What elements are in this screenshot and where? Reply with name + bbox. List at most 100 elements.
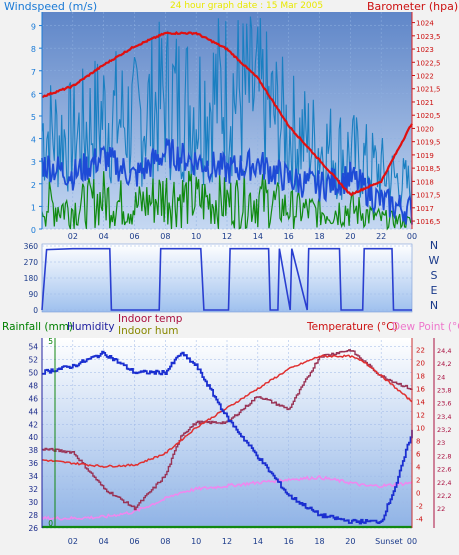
rainfall-title: Rainfall (mm) [2,321,73,333]
barometer-series [41,31,413,197]
x-tick-label: 10 [191,232,201,241]
humidity-tick-label: 42 [28,420,38,429]
humidity-tick-label: 38 [28,446,38,455]
windspeed-series [41,16,413,231]
wind-direction-series [41,247,412,311]
rainfall-tick-label: 5 [48,337,53,346]
windspeed-series [41,138,413,225]
windspeed-title: Windspeed (m/s) [4,0,97,13]
indoor-temp-tick-label: 24,2 [437,360,451,368]
x-tick-label: 12 [222,537,232,546]
compass-label: S [431,269,438,282]
indoor-temp-tick-label: 22,6 [437,466,451,474]
rainfall-ticks: 05 [48,337,53,528]
bottom-x-ticks: 02 04 06 08 10 12 14 16 18 20 Sunset 00 [68,537,417,546]
x-tick-label: 08 [160,232,170,241]
x-tick-label: 20 [345,232,355,241]
humidity-tick-label: 30 [28,498,38,507]
barometer-tick-label: 1019,5 [416,139,441,147]
x-tick-label: 02 [68,537,78,546]
indoor-temp-tick-label: 23 [437,439,445,447]
windspeed-ticks: 0 1 2 3 4 5 6 7 8 9 [31,23,42,235]
indoor-temp-ticks: 22 22,2 22,4 22,6 22,8 23 23,2 23,4 23,6 23,8 24 24… [437,347,451,513]
humidity-tick-label: 34 [28,472,38,481]
x-tick-label: 12 [222,232,232,241]
compass-label: N [430,239,438,252]
x-tick-label: 16 [284,537,294,546]
barometer-tick-label: 1020,5 [416,112,441,120]
barometer-tick-label: 1018,5 [416,165,441,173]
direction-tick-label: 360 [24,242,39,251]
barometer-tick-label: 1021,5 [416,86,441,94]
barometer-tick-label: 1017,5 [416,192,441,200]
temperature-tick-label: 8 [416,437,420,445]
temperature-tick-label: -2 [416,502,423,510]
wind-average-series [41,170,413,231]
humidity-tick-label: 46 [28,394,38,403]
barometer-tick-label: 1017 [416,205,434,213]
indoor-temp-tick-label: 22 [437,505,445,513]
graph-date-title: 24 hour graph date : 15 Mar 2005 [170,1,323,11]
rainfall-tick-label: 0 [48,519,53,528]
indoor-temp-title: Indoor temp [118,313,183,325]
temperature-tick-label: 0 [416,489,420,497]
direction-tick-label: 0 [33,306,38,315]
barometer-title: Barometer (hpa) [367,0,458,13]
temperature-tick-label: 14 [416,399,425,407]
indoor-temp-tick-label: 23,8 [437,386,451,394]
x-tick-label: 06 [129,537,139,546]
compass-label: N [430,299,438,312]
windspeed-tick-label: 6 [31,90,36,99]
indoor-hum-title: Indoor hum [118,325,178,337]
temperature-tick-label: 12 [416,412,425,420]
x-tick-label: 20 [345,537,355,546]
barometer-tick-label: 1022 [416,73,434,81]
barometer-tick-label: 1019 [416,152,434,160]
barometer-tick-label: 1018 [416,178,434,186]
indoor-temp-tick-label: 22,2 [437,492,451,500]
barometer-tick-label: 1016,5 [416,218,441,226]
windspeed-tick-label: 1 [31,203,36,212]
temperature-tick-label: 18 [416,373,425,381]
indoor-temp-tick-label: 23,2 [437,426,451,434]
x-tick-label: 14 [253,537,263,546]
direction-series [41,247,412,311]
x-tick-label: 10 [191,537,201,546]
indoor-temp-tick-label: 23,6 [437,400,451,408]
temperature-tick-label: 4 [416,463,421,471]
indoor-temp-tick-label: 22,4 [437,479,451,487]
temperature-ticks: -4 -2 0 2 4 6 8 10 12 14 16 18 20 22 [416,347,425,524]
windspeed-tick-label: 3 [31,158,36,167]
humidity-series [42,350,413,525]
temperature-tick-label: 22 [416,347,425,355]
dewpoint-series [41,474,413,522]
windspeed-tick-label: 8 [31,45,36,54]
temperature-tick-label: -4 [416,515,424,523]
indoor-temp-tick-label: 23,4 [437,413,451,421]
x-tick-label: 04 [99,537,109,546]
humidity-tick-label: 44 [28,407,38,416]
compass-label: E [431,284,438,297]
windspeed-tick-label: 0 [31,226,36,235]
temperature-tick-label: 2 [416,476,420,484]
barometer-tick-label: 1022,5 [416,59,441,67]
barometer-tick-label: 1020 [416,125,434,133]
windspeed-tick-label: 5 [31,113,36,122]
humidity-tick-label: 48 [28,381,38,390]
humidity-tick-label: 54 [28,342,38,351]
humidity-tick-label: 52 [28,355,38,364]
windspeed-tick-label: 7 [31,68,36,77]
x-tick-label: 00 [407,537,417,546]
direction-tick-label: 90 [28,290,38,299]
humidity-tick-label: 28 [28,511,38,520]
top-x-ticks: 02 04 06 08 10 12 14 16 18 20 22 00 [68,232,417,241]
barometer-tick-label: 1023,5 [416,33,441,41]
direction-tick-label: 180 [24,274,39,283]
windspeed-tick-label: 9 [31,23,36,32]
temperature-series [41,354,413,468]
humidity-tick-label: 32 [28,485,38,494]
x-tick-label: 02 [68,232,78,241]
temperature-tick-label: 6 [416,450,421,458]
dewpoint-title: Dew Point (°C) [392,321,459,333]
